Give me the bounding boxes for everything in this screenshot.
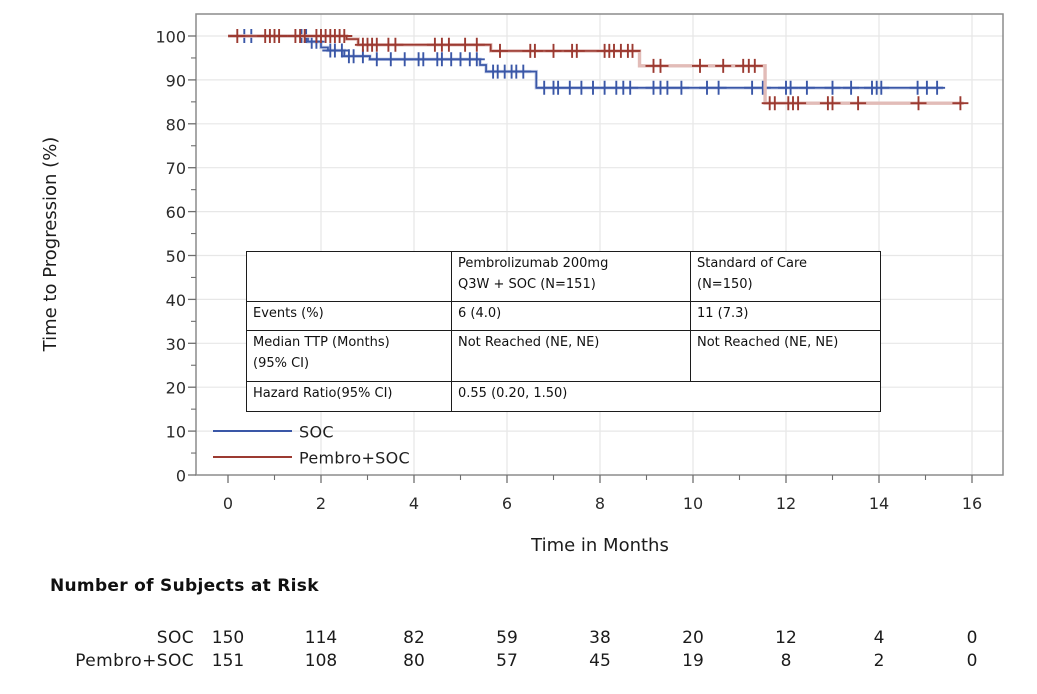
legend-label: Pembro+SOC	[299, 449, 410, 468]
x-axis: 0 2 4 6 8 10 12 14 16 Time in Months	[223, 475, 982, 556]
risk-label-soc: SOC	[156, 628, 194, 648]
curve-halo	[228, 34, 964, 105]
risk-count: 151	[211, 651, 245, 671]
risk-count: 59	[496, 628, 518, 648]
stats-col-header-pembro: Pembrolizumab 200mg Q3W + SOC (N=151)	[451, 251, 691, 302]
y-tick-label: 90	[166, 71, 186, 90]
risk-count: 108	[304, 651, 338, 671]
series-pembro-soc	[228, 29, 969, 111]
y-tick-label: 80	[166, 115, 186, 134]
x-axis-title: Time in Months	[530, 535, 669, 556]
x-tick-label: 8	[595, 494, 605, 513]
stats-median-soc: Not Reached (NE, NE)	[690, 330, 881, 382]
risk-label-pembro-soc: Pembro+SOC	[75, 651, 194, 671]
stats-col-header-soc: Standard of Care (N=150)	[690, 251, 881, 302]
x-tick-label: 0	[223, 494, 233, 513]
x-tick-label: 16	[962, 494, 982, 513]
stats-corner-cell	[246, 251, 452, 302]
risk-count: 19	[682, 651, 704, 671]
y-tick-label: 20	[166, 379, 186, 398]
censor-marks	[236, 29, 946, 95]
risk-count: 0	[966, 628, 978, 648]
risk-count: 150	[211, 628, 245, 648]
y-axis: 0 10 20 30 40 50 60 70 80 90 100 Time to Progressio…	[40, 28, 196, 486]
risk-heading: Number of Subjects at Risk	[50, 576, 319, 596]
y-tick-label: 70	[166, 159, 186, 178]
x-tick-label: 4	[409, 494, 419, 513]
x-tick-label: 6	[502, 494, 512, 513]
stats-events-pembro: 6 (4.0)	[451, 301, 691, 331]
stats-median-pembro: Not Reached (NE, NE)	[451, 330, 691, 382]
risk-count: 57	[496, 651, 518, 671]
y-axis-title: Time to Progression (%)	[40, 137, 61, 353]
stats-row-median-label: Median TTP (Months) (95% CI)	[246, 330, 452, 382]
risk-count: 4	[873, 628, 885, 648]
risk-count: 114	[304, 628, 338, 648]
legend-label: SOC	[299, 423, 334, 442]
stats-row-hazard-label: Hazard Ratio(95% CI)	[246, 381, 452, 412]
stats-row-events-label: Events (%)	[246, 301, 452, 331]
x-tick-label: 14	[869, 494, 889, 513]
censor-marks	[229, 29, 969, 111]
stats-table: Pembrolizumab 200mg Q3W + SOC (N=151) St…	[246, 251, 881, 412]
x-tick-label: 2	[316, 494, 326, 513]
risk-count: 2	[873, 651, 885, 671]
stats-events-soc: 11 (7.3)	[690, 301, 881, 331]
risk-count: 20	[682, 628, 704, 648]
risk-count: 45	[589, 651, 611, 671]
y-tick-label: 100	[155, 28, 186, 47]
risk-count: 12	[775, 628, 797, 648]
risk-count: 38	[589, 628, 611, 648]
risk-count: 0	[966, 651, 978, 671]
risk-row-soc: SOC 150 114 82 59 38 20 12 4 0	[0, 628, 1037, 650]
y-tick-label: 0	[176, 467, 186, 486]
y-tick-label: 60	[166, 203, 186, 222]
x-tick-label: 10	[683, 494, 703, 513]
risk-count: 80	[403, 651, 425, 671]
stats-hazard-value: 0.55 (0.20, 1.50)	[451, 381, 881, 412]
y-tick-label: 30	[166, 335, 186, 354]
y-tick-label: 40	[166, 291, 186, 310]
y-tick-label: 50	[166, 247, 186, 266]
x-tick-label: 12	[776, 494, 796, 513]
risk-row-pembro-soc: Pembro+SOC 151 108 80 57 45 19 8 2 0	[0, 651, 1037, 673]
risk-count: 8	[780, 651, 792, 671]
risk-count: 82	[403, 628, 425, 648]
legend: SOC Pembro+SOC	[213, 423, 410, 468]
y-tick-label: 10	[166, 423, 186, 442]
